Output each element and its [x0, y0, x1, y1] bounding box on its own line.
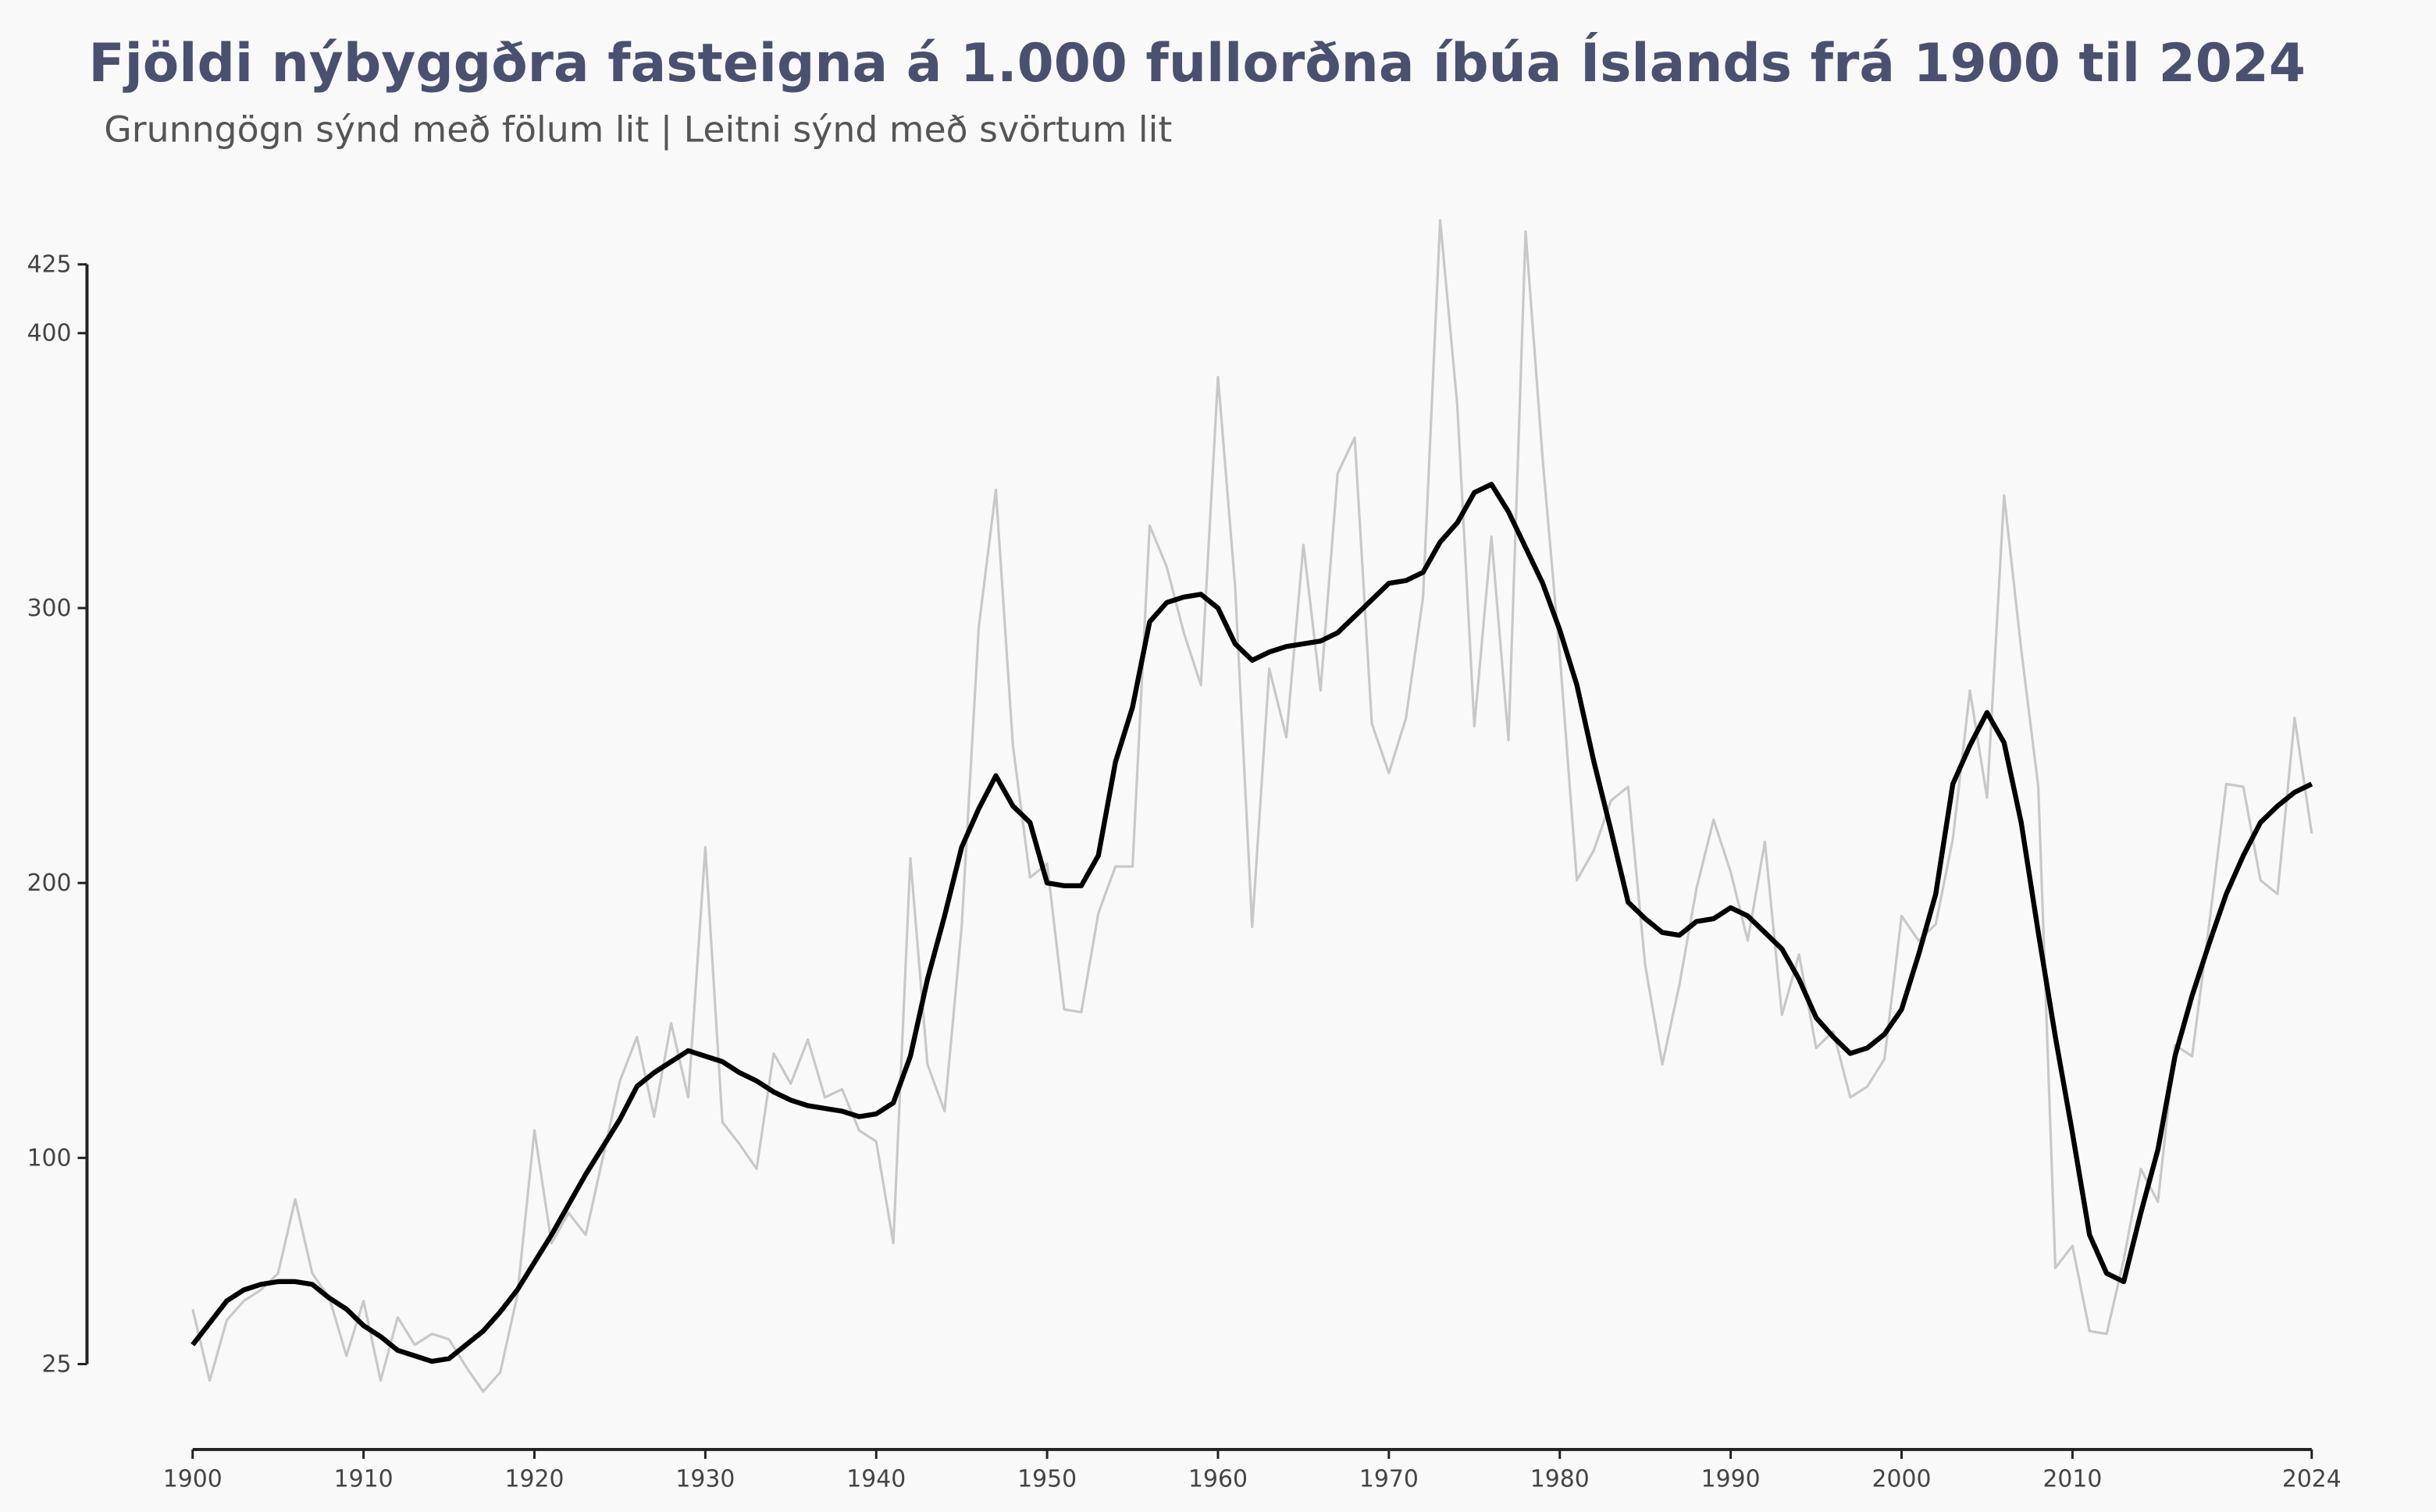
x-tick-label: 1970 — [1359, 1466, 1419, 1493]
trend-line — [191, 482, 2313, 1364]
y-tick-label: 200 — [27, 870, 72, 897]
x-tick-label: 2024 — [2282, 1466, 2342, 1493]
x-tick-label: 1910 — [334, 1466, 394, 1493]
x-tick-label: 1940 — [846, 1466, 906, 1493]
x-tick-label: 1950 — [1017, 1466, 1077, 1493]
y-tick-label: 100 — [27, 1144, 72, 1172]
x-tick-label: 2010 — [2042, 1466, 2102, 1493]
x-tick-label: 1960 — [1188, 1466, 1248, 1493]
x-tick-label: 1990 — [1701, 1466, 1761, 1493]
y-tick-label: 425 — [27, 251, 72, 279]
y-tick-label: 25 — [42, 1350, 72, 1378]
x-tick-label: 1930 — [675, 1466, 735, 1493]
x-tick-label: 1920 — [505, 1466, 564, 1493]
x-tick-label: 1980 — [1530, 1466, 1590, 1493]
y-tick-label: 400 — [27, 320, 72, 347]
x-tick-label: 1900 — [163, 1466, 223, 1493]
chart-title: Fjöldi nýbyggðra fasteigna á 1.000 fullo… — [88, 32, 2305, 94]
y-tick-label: 300 — [27, 595, 72, 622]
chart-subtitle: Grunngögn sýnd með fölum lit | Leitni sý… — [104, 109, 1172, 151]
raw-line — [191, 219, 2313, 1393]
x-tick-label: 2000 — [1872, 1466, 1932, 1493]
